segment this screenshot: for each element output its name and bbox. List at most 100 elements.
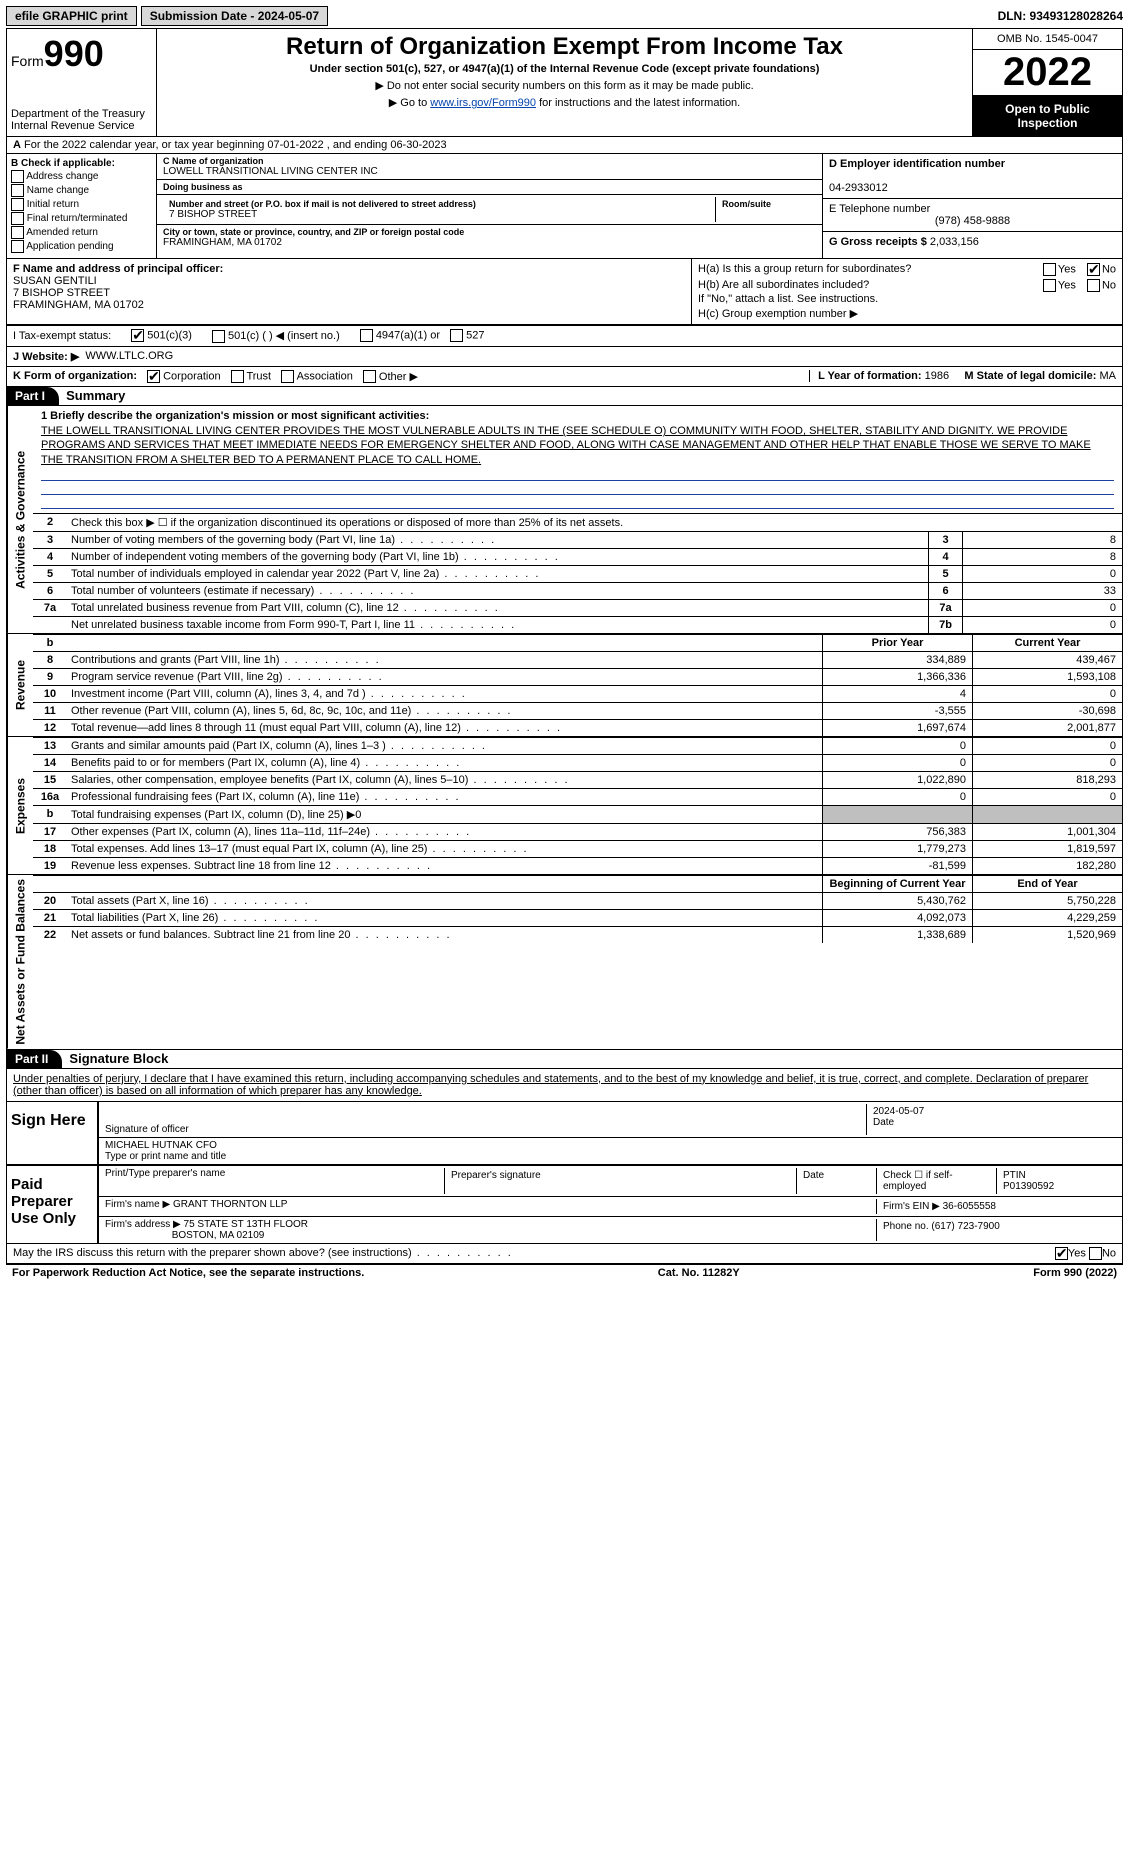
efile-button[interactable]: efile GRAPHIC print: [6, 6, 137, 26]
firm-addr1: 75 STATE ST 13TH FLOOR: [184, 1219, 308, 1230]
firm-phone-label: Phone no.: [883, 1221, 929, 1232]
section-b: B Check if applicable: Address change Na…: [7, 154, 157, 258]
hdr-prior-year: Prior Year: [822, 635, 972, 651]
opt-corp: Corporation: [163, 370, 220, 382]
dept-label: Department of the Treasury Internal Reve…: [11, 107, 152, 132]
discuss-yes-checkbox[interactable]: [1055, 1247, 1068, 1260]
table-row: 16aProfessional fundraising fees (Part I…: [33, 788, 1122, 805]
irs-link[interactable]: www.irs.gov/Form990: [430, 97, 536, 109]
section-b-option[interactable]: Name change: [11, 184, 152, 197]
part-ii-badge: Part II: [7, 1050, 62, 1068]
hb-no-checkbox[interactable]: [1087, 279, 1100, 292]
website-value: WWW.LTLC.ORG: [85, 350, 173, 362]
opt-assoc: Association: [297, 370, 353, 382]
discuss-no-checkbox[interactable]: [1089, 1247, 1102, 1260]
table-row: 11Other revenue (Part VIII, column (A), …: [33, 702, 1122, 719]
row-a-text: For the 2022 calendar year, or tax year …: [24, 139, 447, 151]
org-name-label: C Name of organization: [163, 156, 816, 166]
note-link-pre: ▶ Go to: [389, 97, 430, 109]
note-ssn: ▶ Do not enter social security numbers o…: [165, 79, 964, 92]
form-word: Form: [11, 53, 44, 69]
table-row: 8Contributions and grants (Part VIII, li…: [33, 651, 1122, 668]
sig-date-label: Date: [873, 1117, 1110, 1128]
other-checkbox[interactable]: [363, 370, 376, 383]
section-b-option[interactable]: Initial return: [11, 198, 152, 211]
submission-date-button[interactable]: Submission Date - 2024-05-07: [141, 6, 328, 26]
4947-checkbox[interactable]: [360, 329, 373, 342]
opt-527: 527: [466, 330, 484, 342]
corp-checkbox[interactable]: [147, 370, 160, 383]
section-b-title: B Check if applicable:: [11, 158, 115, 169]
ha-no-checkbox[interactable]: [1087, 263, 1100, 276]
rule-line: [41, 481, 1114, 495]
tax-status-label: I Tax-exempt status:: [13, 330, 111, 342]
sidebar-expenses: Expenses: [7, 737, 33, 874]
501c-checkbox[interactable]: [212, 330, 225, 343]
section-b-option[interactable]: Application pending: [11, 240, 152, 253]
firm-addr2: BOSTON, MA 02109: [172, 1230, 265, 1241]
prep-date-hdr: Date: [796, 1168, 876, 1194]
form-subtitle: Under section 501(c), 527, or 4947(a)(1)…: [165, 63, 964, 75]
table-row: 6Total number of volunteers (estimate if…: [33, 582, 1122, 599]
ha-label: H(a) Is this a group return for subordin…: [698, 263, 911, 275]
table-row: 5Total number of individuals employed in…: [33, 565, 1122, 582]
opt-501c3: 501(c)(3): [147, 330, 192, 342]
assoc-checkbox[interactable]: [281, 370, 294, 383]
addr-value: 7 BISHOP STREET: [169, 209, 709, 220]
h-a-row: H(a) Is this a group return for subordin…: [698, 263, 1116, 275]
table-row: 18Total expenses. Add lines 13–17 (must …: [33, 840, 1122, 857]
form-org-label: K Form of organization:: [13, 370, 137, 382]
q1-label: 1 Briefly describe the organization's mi…: [41, 410, 429, 422]
hb-note: If "No," attach a list. See instructions…: [698, 293, 1116, 305]
dln-label: DLN: 93493128028264: [998, 9, 1123, 23]
trust-checkbox[interactable]: [231, 370, 244, 383]
section-b-option[interactable]: Amended return: [11, 226, 152, 239]
527-checkbox[interactable]: [450, 329, 463, 342]
phone-value: (978) 458-9888: [829, 215, 1116, 227]
officer-label: F Name and address of principal officer:: [13, 263, 223, 275]
form-number: Form990: [11, 33, 152, 75]
ein-label: D Employer identification number: [829, 158, 1005, 170]
firm-ein-label: Firm's EIN ▶: [883, 1201, 940, 1212]
sidebar-revenue: Revenue: [7, 634, 33, 736]
discuss-text: May the IRS discuss this return with the…: [13, 1247, 513, 1259]
gross-label: G Gross receipts $: [829, 236, 927, 248]
sidebar-governance: Activities & Governance: [7, 406, 33, 633]
firm-addr-label: Firm's address ▶: [105, 1219, 181, 1230]
section-b-option[interactable]: Final return/terminated: [11, 212, 152, 225]
prep-sig-hdr: Preparer's signature: [444, 1168, 796, 1194]
section-c: C Name of organization LOWELL TRANSITION…: [157, 154, 822, 258]
domicile-value: MA: [1100, 370, 1117, 382]
phone-label: E Telephone number: [829, 203, 930, 215]
ha-yes-checkbox[interactable]: [1043, 263, 1056, 276]
hc-label: H(c) Group exemption number ▶: [698, 307, 1116, 320]
form-container: Form990 Department of the Treasury Inter…: [6, 28, 1123, 1265]
mission-text: THE LOWELL TRANSITIONAL LIVING CENTER PR…: [41, 424, 1114, 467]
sig-date: 2024-05-07: [873, 1106, 1110, 1117]
opt-4947: 4947(a)(1) or: [376, 330, 440, 342]
rule-line: [41, 495, 1114, 509]
part-ii-title: Signature Block: [69, 1051, 168, 1066]
501c3-checkbox[interactable]: [131, 329, 144, 342]
addr-label: Number and street (or P.O. box if mail i…: [169, 199, 709, 209]
note-link: ▶ Go to www.irs.gov/Form990 for instruct…: [165, 96, 964, 109]
firm-name-label: Firm's name ▶: [105, 1199, 170, 1210]
section-b-option[interactable]: Address change: [11, 170, 152, 183]
part-i-badge: Part I: [7, 387, 59, 405]
year-formed-value: 1986: [925, 370, 949, 382]
firm-name: GRANT THORNTON LLP: [173, 1199, 287, 1210]
hdr-beg-year: Beginning of Current Year: [822, 876, 972, 892]
website-label: J Website: ▶: [13, 350, 79, 363]
hb-yes-checkbox[interactable]: [1043, 279, 1056, 292]
prep-name-hdr: Print/Type preparer's name: [105, 1168, 444, 1194]
paid-preparer-label: Paid Preparer Use Only: [7, 1166, 97, 1243]
table-row: 9Program service revenue (Part VIII, lin…: [33, 668, 1122, 685]
sig-name-label: Type or print name and title: [105, 1151, 1116, 1162]
table-row: 3Number of voting members of the governi…: [33, 531, 1122, 548]
table-row: 12Total revenue—add lines 8 through 11 (…: [33, 719, 1122, 736]
footer-right: Form 990 (2022): [1033, 1267, 1117, 1279]
table-row: 10Investment income (Part VIII, column (…: [33, 685, 1122, 702]
tax-year: 2022: [973, 50, 1122, 96]
org-name: LOWELL TRANSITIONAL LIVING CENTER INC: [163, 166, 816, 177]
table-row: 21Total liabilities (Part X, line 26)4,0…: [33, 909, 1122, 926]
